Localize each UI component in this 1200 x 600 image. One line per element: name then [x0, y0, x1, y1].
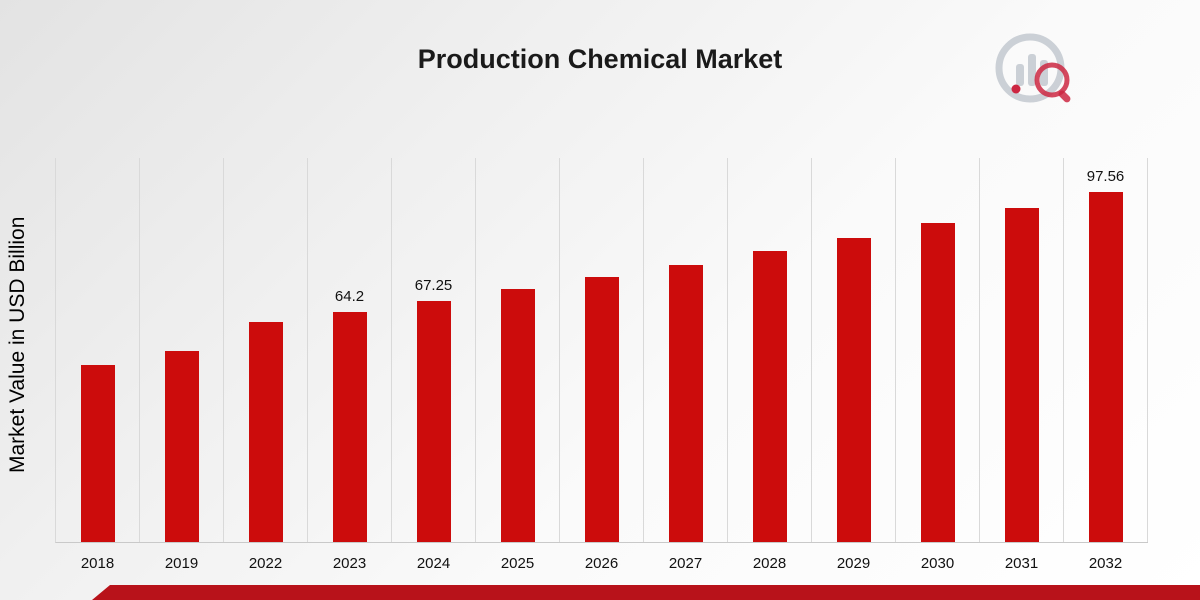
x-tick-label: 2019 [164, 555, 199, 572]
bar-2024: 67.25 [415, 277, 452, 542]
bar-2022 [248, 322, 283, 542]
chart-column: 2031 [980, 158, 1064, 572]
bar-2031 [1004, 207, 1039, 542]
chart-column: 2026 [560, 158, 644, 572]
chart-column: 2022 [224, 158, 308, 572]
bar-2025 [500, 289, 535, 542]
bar-2023: 64.2 [332, 288, 367, 542]
chart-column: 2018 [56, 158, 140, 572]
x-tick-label: 2027 [668, 555, 703, 572]
bar-2018 [80, 365, 115, 542]
x-tick-label: 2029 [836, 555, 871, 572]
x-tick-label: 2023 [332, 555, 367, 572]
bar-value-label: 67.25 [414, 276, 453, 294]
chart-title: Production Chemical Market [417, 44, 783, 74]
x-tick-label: 2032 [1088, 555, 1123, 572]
chart-column: 2029 [812, 158, 896, 572]
chart-column: 2019 [140, 158, 224, 572]
bar-value-label: 64.2 [334, 287, 365, 305]
chart-column: 2027 [644, 158, 728, 572]
x-tick-label: 2030 [920, 555, 955, 572]
chart-column: 67.25 2024 [392, 158, 476, 572]
bar-2026 [584, 277, 619, 542]
bar-2027 [668, 264, 703, 542]
x-tick-label: 2031 [1004, 555, 1039, 572]
bar-chart: 2018 2019 2022 64.2 2023 67.25 2024 2025 2026 202… [55, 158, 1148, 572]
x-tick-label: 2025 [500, 555, 535, 572]
y-axis-label: Market Value in USD Billion [6, 216, 29, 474]
chart-column: 2030 [896, 158, 980, 572]
bar-2029 [836, 237, 871, 542]
x-tick-label: 2022 [248, 555, 283, 572]
chart-column: 64.2 2023 [308, 158, 392, 572]
bar-2032: 97.56 [1087, 168, 1124, 542]
bar-2028 [752, 251, 787, 542]
bar-2030 [920, 223, 955, 542]
footer-stripe [92, 585, 1200, 600]
x-tick-label: 2018 [80, 555, 115, 572]
x-tick-label: 2026 [584, 555, 619, 572]
bar-value-label: 97.56 [1086, 167, 1125, 185]
x-tick-label: 2028 [752, 555, 787, 572]
x-tick-label: 2024 [416, 555, 451, 572]
bar-2019 [164, 350, 199, 542]
chart-column: 2025 [476, 158, 560, 572]
brand-logo-icon [995, 33, 1071, 103]
chart-column: 2028 [728, 158, 812, 572]
chart-column: 97.56 2032 [1064, 158, 1148, 572]
